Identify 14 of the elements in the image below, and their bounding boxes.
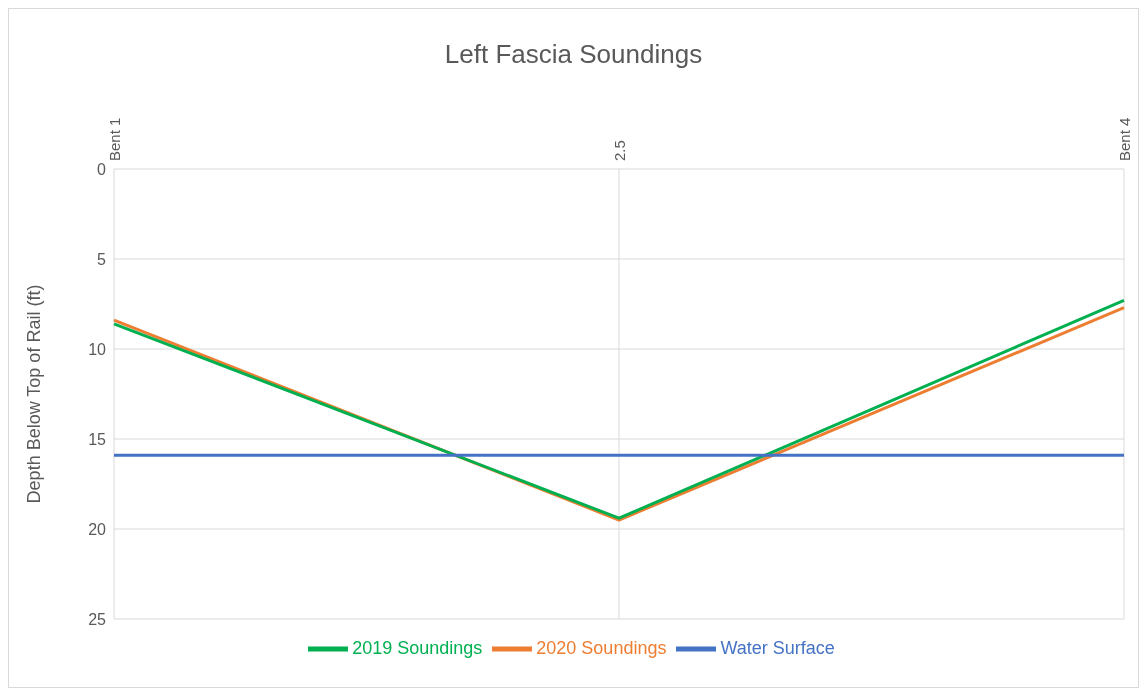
chart-title: Left Fascia Soundings xyxy=(443,38,704,71)
legend-label: Water Surface xyxy=(720,637,835,658)
y-axis-title: Depth Below Top of Rail (ft) xyxy=(24,284,45,504)
y-tick-label: 0 xyxy=(97,160,107,178)
y-tick-label: 5 xyxy=(97,250,107,268)
x-tick-label: Bent 4 xyxy=(1115,117,1133,161)
x-tick-label: 2.5 xyxy=(610,140,628,161)
y-tick-label: 20 xyxy=(88,520,107,538)
legend-label: 2020 Soundings xyxy=(536,637,667,658)
x-tick-label: Bent 1 xyxy=(105,117,123,161)
legend-label: 2019 Soundings xyxy=(352,637,483,658)
y-tick-label: 15 xyxy=(88,430,107,448)
y-tick-label: 10 xyxy=(88,340,107,358)
y-tick-label: 25 xyxy=(88,610,107,628)
